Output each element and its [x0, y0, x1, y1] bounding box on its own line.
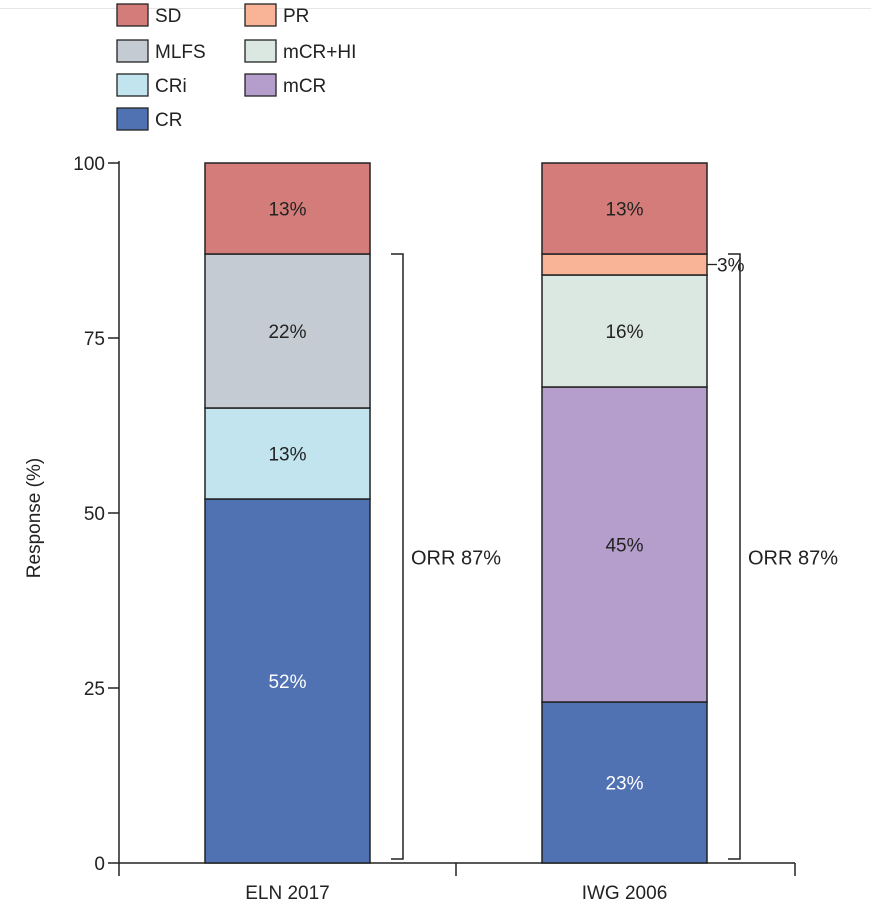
bar-1-segment-mCRHI — [541, 274, 708, 388]
legend-swatch-MLFS — [116, 39, 149, 63]
bar-1-segment-PR — [541, 253, 708, 276]
bar-0-label-CRi: 13% — [268, 445, 306, 466]
legend-label-PR: PR — [283, 6, 309, 27]
bracket-label-1: ORR 87% — [748, 548, 838, 570]
bar-1-segment-SD — [541, 162, 708, 255]
y-tick-label-75: 75 — [84, 329, 105, 350]
legend-swatch-CRi — [116, 73, 149, 97]
x-tick-label-0: ELN 2017 — [245, 883, 330, 904]
bar-0-segment-CR — [204, 498, 371, 864]
bar-0-segment-CRi — [204, 407, 371, 500]
bar-0-label-MLFS: 22% — [268, 322, 306, 343]
legend-label-mCR: mCR — [283, 76, 326, 97]
legend-label-mCRHI: mCR+HI — [283, 42, 356, 63]
bar-1-label-PR: 3% — [717, 256, 745, 277]
bar-1-segment-CR — [541, 701, 708, 864]
bracket-1 — [728, 253, 741, 860]
legend-swatch-PR — [244, 3, 277, 27]
legend-label-CRi: CRi — [155, 76, 187, 97]
legend-swatch-mCR — [244, 73, 277, 97]
bracket-0 — [391, 253, 404, 860]
y-axis-title: Response (%) — [24, 458, 45, 578]
y-tick-label-100: 100 — [73, 154, 105, 175]
bracket-label-0: ORR 87% — [411, 548, 501, 570]
y-tick-label-0: 0 — [94, 854, 105, 875]
bar-1-label-CR: 23% — [605, 774, 643, 795]
bar-0-label-SD: 13% — [268, 200, 306, 221]
bar-0-label-CR: 52% — [268, 672, 306, 693]
y-tick-label-25: 25 — [84, 679, 105, 700]
legend-label-SD: SD — [155, 6, 181, 27]
y-tick-label-50: 50 — [84, 504, 105, 525]
top-divider — [0, 8, 871, 9]
bar-1-label-mCR: 45% — [605, 536, 643, 557]
legend-label-MLFS: MLFS — [155, 42, 206, 63]
legend-label-CR: CR — [155, 110, 182, 131]
bar-0-segment-SD — [204, 162, 371, 255]
bar-1-label-SD: 13% — [605, 200, 643, 221]
x-tick-label-1: IWG 2006 — [582, 883, 668, 904]
legend-swatch-CR — [116, 107, 149, 131]
legend-swatch-SD — [116, 3, 149, 27]
legend-swatch-mCRHI — [244, 39, 277, 63]
bar-1-label-mCRHI: 16% — [605, 322, 643, 343]
bar-1-segment-mCR — [541, 386, 708, 703]
